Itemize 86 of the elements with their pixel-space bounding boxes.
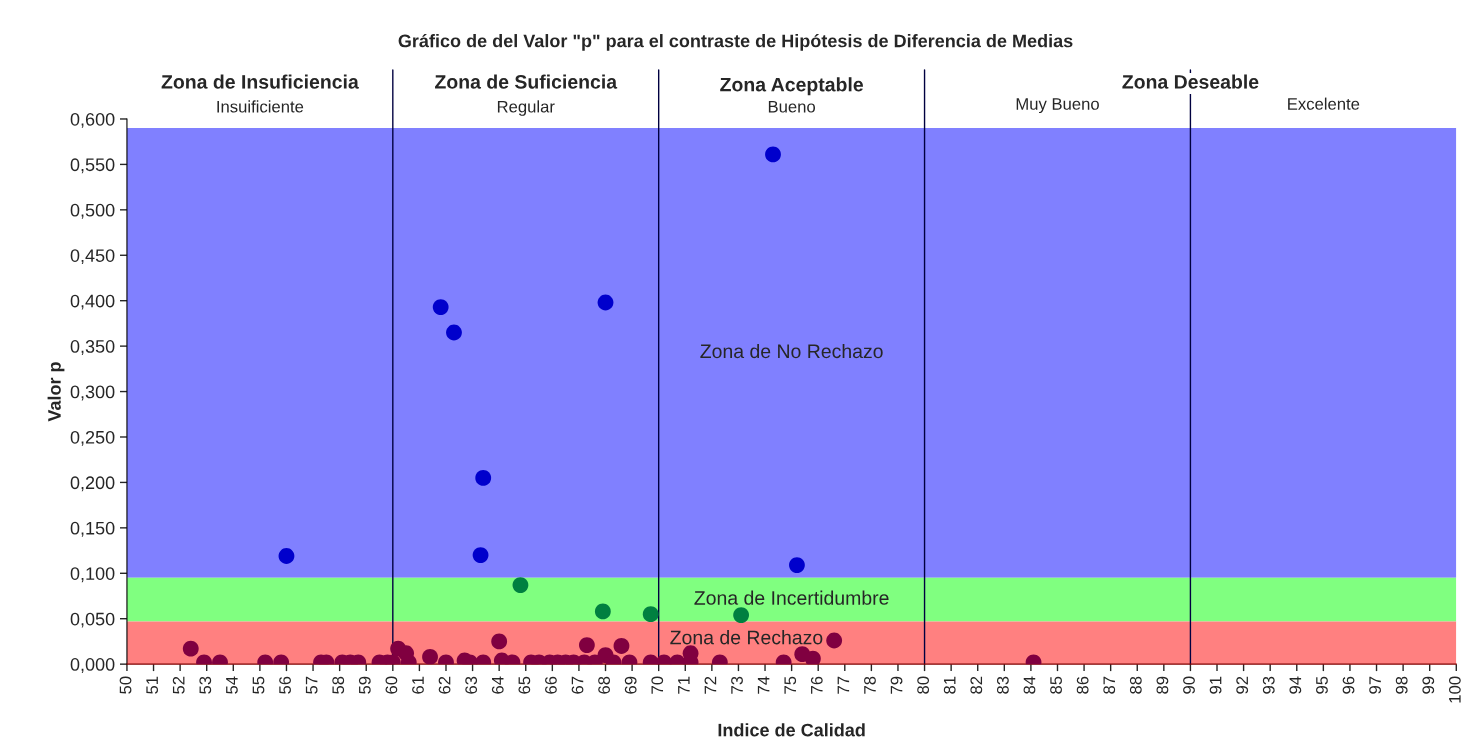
x-tick-label: 98 bbox=[1395, 676, 1408, 694]
text: Zona de Insuficiencia bbox=[161, 74, 359, 89]
y-tick-label: 0,150 bbox=[70, 521, 115, 537]
x-tick-label: 55 bbox=[252, 676, 265, 694]
y-tick-label: 0,100 bbox=[70, 567, 115, 583]
y-tick-label: 0,500 bbox=[70, 203, 115, 219]
x-tick-label: 97 bbox=[1369, 676, 1381, 694]
y-tick-label: 0,400 bbox=[70, 294, 115, 310]
y-tick-label: 0,050 bbox=[70, 612, 115, 628]
y-tick-label: 0,550 bbox=[70, 158, 115, 174]
point bbox=[475, 469, 492, 486]
x-tick-label: 52 bbox=[172, 676, 185, 694]
y-tick-label: 0,250 bbox=[70, 430, 115, 446]
x-tick-label: 68 bbox=[598, 676, 610, 694]
text: Bueno bbox=[768, 100, 816, 113]
text: Zona de Suficiencia bbox=[435, 74, 618, 89]
x-tick-label: 70 bbox=[651, 676, 664, 694]
x-tick-label: 91 bbox=[1209, 676, 1222, 694]
x-tick-label: 86 bbox=[1076, 676, 1089, 694]
x-tick-label: 84 bbox=[1023, 676, 1036, 694]
x-tick-label: 56 bbox=[279, 676, 291, 694]
x-tick-label: 58 bbox=[332, 676, 345, 694]
text: Zona Deseable bbox=[1122, 74, 1259, 89]
x-tick-label: 92 bbox=[1236, 676, 1249, 694]
x-tick-label: 79 bbox=[890, 676, 903, 694]
y-tick-label: 0,350 bbox=[70, 340, 115, 355]
x-tick-label: 89 bbox=[1156, 676, 1169, 694]
x-tick-label: 90 bbox=[1183, 676, 1195, 694]
point bbox=[432, 299, 449, 315]
text: Regular bbox=[497, 100, 555, 116]
x-tick-label: 57 bbox=[305, 676, 318, 694]
x-tick-label: 77 bbox=[837, 676, 850, 694]
x-tick-label: 53 bbox=[199, 676, 212, 694]
y-tick-label: 0,300 bbox=[70, 385, 115, 401]
x-tick-label: 76 bbox=[810, 676, 823, 694]
x-tick-label: 50 bbox=[119, 676, 132, 694]
x-tick-label: 81 bbox=[943, 676, 956, 694]
x-tick-label: 82 bbox=[970, 676, 983, 694]
x-tick-label: 59 bbox=[358, 676, 371, 694]
x-tick-label: 93 bbox=[1262, 676, 1275, 694]
x-axis-title: Indice de Calidad bbox=[718, 723, 865, 737]
x-tick-label: 69 bbox=[624, 676, 637, 694]
text: Muy Bueno bbox=[1016, 98, 1099, 114]
x-tick-label: 73 bbox=[731, 676, 743, 694]
text: Excelente bbox=[1288, 97, 1360, 110]
point bbox=[765, 146, 781, 163]
chart-title: Gráfico de del Valor "p" para el contraste de Hipótesis de Diferencia de Medias bbox=[398, 33, 1073, 51]
point bbox=[278, 548, 295, 564]
x-tick-label: 87 bbox=[1103, 676, 1116, 694]
x-tick-label: 51 bbox=[146, 676, 159, 694]
band-label: Zona de Rechazo bbox=[670, 630, 823, 645]
text: Insuificiente bbox=[217, 100, 304, 113]
x-tick-label: 60 bbox=[385, 676, 398, 694]
x-tick-label: 66 bbox=[545, 676, 557, 694]
x-tick-label: 95 bbox=[1316, 676, 1328, 694]
x-tick-label: 61 bbox=[412, 676, 424, 694]
y-tick-label: 0,000 bbox=[70, 658, 115, 673]
y-axis-title: Valor p bbox=[47, 362, 65, 422]
text: Zona Aceptable bbox=[720, 77, 863, 96]
point bbox=[597, 294, 614, 311]
x-tick-label: 63 bbox=[465, 676, 478, 694]
y-tick-label: 0,450 bbox=[70, 249, 115, 265]
x-tick-label: 64 bbox=[491, 676, 504, 694]
band-label: Zona de No Rechazo bbox=[700, 343, 883, 359]
point bbox=[804, 650, 821, 665]
band-label: Zona de Incertidumbre bbox=[694, 590, 889, 605]
x-tick-label: 88 bbox=[1129, 676, 1142, 694]
y-tick-label: 0,200 bbox=[70, 476, 115, 492]
x-tick-label: 100 bbox=[1448, 676, 1461, 703]
x-tick-label: 99 bbox=[1422, 676, 1435, 694]
x-tick-label: 94 bbox=[1289, 676, 1302, 694]
x-tick-label: 78 bbox=[864, 676, 876, 694]
x-tick-label: 85 bbox=[1050, 676, 1062, 694]
x-tick-label: 80 bbox=[917, 676, 930, 694]
x-tick-label: 72 bbox=[704, 676, 717, 694]
x-tick-label: 65 bbox=[518, 676, 531, 694]
x-tick-label: 96 bbox=[1342, 676, 1355, 694]
x-tick-label: 67 bbox=[571, 676, 584, 694]
point bbox=[446, 324, 462, 341]
y-tick-label: 0,600 bbox=[70, 112, 115, 128]
x-tick-label: 62 bbox=[438, 676, 451, 694]
x-tick-label: 75 bbox=[784, 676, 797, 694]
x-tick-label: 83 bbox=[996, 676, 1009, 694]
x-tick-label: 74 bbox=[757, 676, 770, 694]
x-tick-label: 71 bbox=[678, 676, 690, 694]
x-tick-label: 54 bbox=[226, 676, 238, 694]
